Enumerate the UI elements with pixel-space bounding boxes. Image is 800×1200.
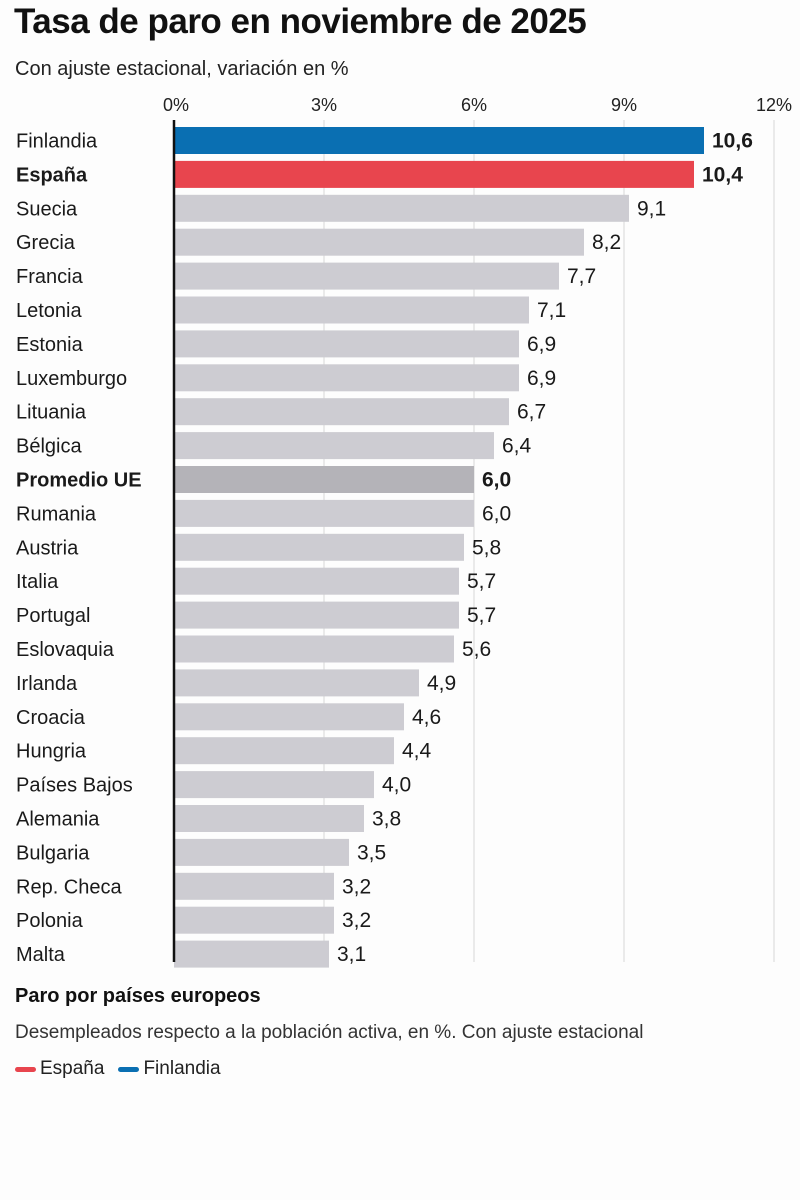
value-label-rep-checa: 3,2 (342, 875, 371, 898)
value-label-luxemburgo: 6,9 (527, 367, 556, 390)
category-label-bulgaria: Bulgaria (16, 842, 90, 864)
bar-malta (174, 940, 329, 968)
legend-item-espana: España (15, 1058, 104, 1080)
bar-paises-bajos (174, 771, 374, 799)
bar-chart: 0% 3% 6% 9% 12% Finlandia 10,6 España 10,4 Suecia… (16, 95, 792, 968)
bar-finlandia (174, 127, 704, 154)
bar-letonia (174, 296, 529, 324)
value-label-italia: 5,7 (467, 570, 496, 593)
legend-item-finlandia: Finlandia (118, 1058, 221, 1080)
chart-subtitle: Con ajuste estacional, variación en % (15, 58, 349, 80)
category-label-grecia: Grecia (16, 232, 76, 254)
legend-swatch-espana (15, 1066, 36, 1072)
tick-label-12: 12% (756, 95, 792, 115)
bar-belgica (174, 432, 494, 460)
category-label-polonia: Polonia (16, 910, 84, 932)
category-label-francia: Francia (16, 266, 84, 288)
category-label-irlanda: Irlanda (16, 673, 78, 695)
value-label-finlandia: 10,6 (712, 130, 753, 153)
bar-francia (174, 262, 559, 290)
category-label-promedio-ue: Promedio UE (16, 470, 142, 492)
footer-title: Paro por países europeos (15, 985, 261, 1007)
category-label-finlandia: Finlandia (16, 131, 98, 153)
bar-promedio-ue (174, 466, 474, 493)
value-label-estonia: 6,9 (527, 333, 556, 356)
category-label-portugal: Portugal (16, 605, 91, 627)
bar-espana (174, 160, 694, 188)
value-label-lituania: 6,7 (517, 401, 546, 424)
tick-label-9: 9% (611, 95, 637, 115)
category-label-croacia: Croacia (16, 707, 86, 729)
bar-portugal (174, 601, 459, 629)
category-label-paises-bajos: Países Bajos (16, 775, 133, 797)
legend: España Finlandia (15, 1058, 235, 1080)
category-label-alemania: Alemania (16, 809, 100, 831)
category-label-suecia: Suecia (16, 198, 78, 220)
category-label-malta: Malta (16, 944, 66, 966)
value-label-austria: 5,8 (472, 536, 501, 559)
value-label-paises-bajos: 4,0 (382, 774, 411, 797)
value-label-promedio-ue: 6,0 (482, 469, 511, 492)
bar-lituania (174, 398, 509, 426)
bar-italia (174, 567, 459, 595)
category-label-belgica: Bélgica (16, 436, 82, 458)
value-label-hungria: 4,4 (402, 740, 432, 763)
category-label-rep-checa: Rep. Checa (16, 876, 122, 898)
category-label-lituania: Lituania (16, 402, 87, 424)
value-label-letonia: 7,1 (537, 299, 566, 322)
value-label-francia: 7,7 (567, 265, 596, 288)
bar-grecia (174, 228, 584, 256)
bar-bulgaria (174, 838, 349, 866)
value-label-polonia: 3,2 (342, 909, 371, 932)
value-label-eslovaquia: 5,6 (462, 638, 491, 661)
bar-alemania (174, 805, 364, 832)
bar-estonia (174, 330, 519, 358)
category-label-rumania: Rumania (16, 503, 97, 525)
category-label-eslovaquia: Eslovaquia (16, 639, 115, 661)
bar-polonia (174, 906, 334, 934)
category-label-letonia: Letonia (16, 300, 82, 322)
tick-label-3: 3% (311, 95, 337, 115)
chart-title: Tasa de paro en noviembre de 2025 (14, 2, 587, 41)
category-label-hungria: Hungria (16, 741, 87, 763)
bar-croacia (174, 703, 404, 731)
tick-label-0: 0% (163, 95, 189, 115)
value-label-bulgaria: 3,5 (357, 841, 386, 864)
value-label-suecia: 9,1 (637, 197, 666, 220)
bar-hungria (174, 737, 394, 765)
legend-label-espana: España (40, 1058, 105, 1079)
value-label-alemania: 3,8 (372, 808, 401, 831)
value-label-espana: 10,4 (702, 163, 743, 186)
value-label-belgica: 6,4 (502, 435, 532, 458)
tick-label-6: 6% (461, 95, 487, 115)
legend-swatch-finlandia (118, 1066, 140, 1072)
category-label-austria: Austria (16, 537, 79, 559)
legend-label-finlandia: Finlandia (143, 1058, 221, 1079)
value-label-irlanda: 4,9 (427, 672, 456, 695)
bar-suecia (174, 194, 629, 222)
category-label-espana: España (16, 164, 88, 186)
bar-rumania (174, 499, 474, 527)
category-label-luxemburgo: Luxemburgo (16, 368, 127, 390)
bar-austria (174, 533, 464, 561)
value-label-malta: 3,1 (337, 943, 366, 966)
category-label-italia: Italia (16, 571, 59, 593)
footer-subtitle: Desempleados respecto a la población act… (15, 1022, 644, 1043)
value-label-croacia: 4,6 (412, 706, 441, 729)
bar-luxemburgo (174, 364, 519, 392)
value-label-grecia: 8,2 (592, 231, 621, 254)
bar-rep-checa (174, 872, 334, 900)
value-label-rumania: 6,0 (482, 502, 511, 525)
bar-eslovaquia (174, 635, 454, 663)
value-label-portugal: 5,7 (467, 604, 496, 627)
bar-irlanda (174, 669, 419, 697)
category-label-estonia: Estonia (16, 334, 84, 356)
